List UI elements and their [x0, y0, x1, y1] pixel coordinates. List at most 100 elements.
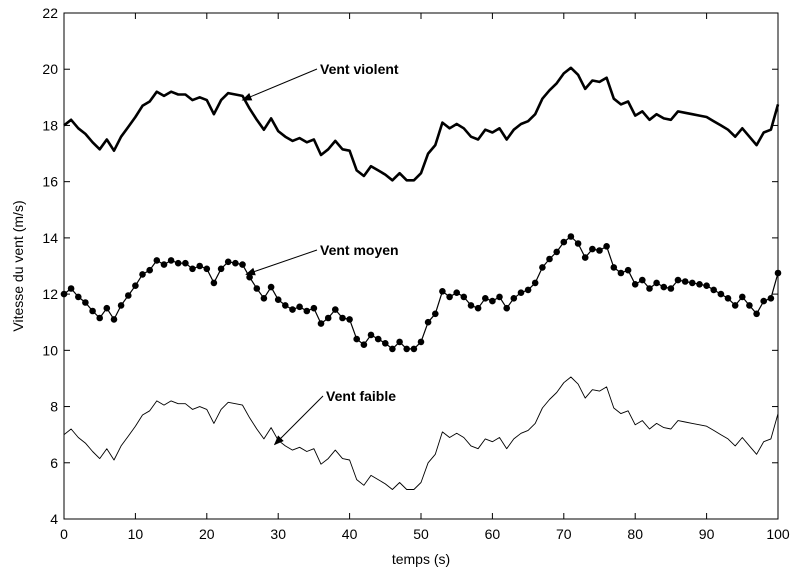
data-point-vent-moyen	[96, 314, 103, 322]
data-point-vent-moyen	[589, 245, 596, 253]
y-tick-label: 22	[42, 5, 58, 21]
data-point-vent-moyen	[482, 295, 489, 302]
y-tick-label: 16	[42, 174, 58, 190]
data-point-vent-moyen	[731, 302, 739, 309]
data-point-vent-moyen	[189, 265, 196, 273]
data-point-vent-moyen	[603, 243, 610, 250]
annotation-vent-faible: Vent faible	[326, 388, 396, 404]
data-point-vent-moyen	[303, 307, 311, 315]
data-point-vent-moyen	[360, 341, 368, 349]
x-tick-label: 0	[60, 526, 68, 542]
data-point-vent-moyen	[353, 335, 361, 343]
data-point-vent-moyen	[125, 292, 132, 299]
data-point-vent-moyen	[82, 299, 89, 306]
data-point-vent-moyen	[382, 340, 389, 347]
data-point-vent-moyen	[396, 338, 403, 346]
data-point-vent-moyen	[139, 271, 146, 278]
data-point-vent-moyen	[324, 314, 332, 322]
axes-layer: 0 10 20 30 40 50 60 70 80 90 100 4 6 8 10 12 14 16 18 20 22	[42, 5, 789, 542]
data-point-vent-moyen	[267, 283, 275, 291]
data-point-vent-moyen	[296, 303, 303, 311]
data-point-vent-moyen	[182, 259, 189, 267]
x-tick-label: 50	[413, 526, 429, 542]
data-point-vent-moyen	[746, 302, 753, 309]
x-tick-label: 80	[627, 526, 643, 542]
x-tick-label: 90	[699, 526, 715, 542]
data-point-vent-moyen	[389, 345, 396, 353]
data-point-vent-moyen	[282, 302, 289, 309]
data-point-vent-moyen	[667, 285, 675, 292]
data-point-vent-moyen	[446, 293, 453, 301]
data-point-vent-moyen	[239, 261, 246, 268]
annotation-vent-violent: Vent violent	[320, 61, 399, 77]
data-point-vent-moyen	[503, 304, 511, 312]
x-tick-label: 40	[342, 526, 358, 542]
data-point-vent-moyen	[167, 257, 175, 264]
data-point-vent-moyen	[110, 316, 118, 323]
data-point-vent-moyen	[596, 247, 603, 254]
data-point-vent-moyen	[617, 269, 625, 277]
data-point-vent-moyen	[424, 318, 432, 326]
data-point-vent-moyen	[160, 261, 168, 268]
x-tick-label: 100	[766, 526, 790, 542]
data-point-vent-moyen	[553, 248, 560, 256]
data-point-vent-moyen	[432, 310, 439, 318]
annotation-arrow-vent-violent	[241, 68, 318, 101]
data-point-vent-moyen	[496, 293, 503, 301]
x-tick-label: 30	[270, 526, 286, 542]
data-point-vent-moyen	[89, 307, 96, 315]
data-point-vent-moyen	[339, 314, 346, 322]
data-point-vent-moyen	[174, 259, 182, 267]
y-tick-label: 18	[42, 117, 58, 133]
data-point-vent-moyen	[367, 331, 375, 339]
data-point-vent-moyen	[689, 279, 696, 287]
annotation-arrow-vent-moyen	[245, 249, 318, 276]
data-point-vent-moyen	[117, 302, 125, 309]
data-point-vent-moyen	[153, 257, 161, 264]
y-tick-label: 10	[42, 342, 58, 358]
data-point-vent-moyen	[203, 265, 211, 273]
data-point-vent-moyen	[581, 254, 589, 261]
data-point-vent-moyen	[724, 295, 732, 302]
data-point-vent-moyen	[753, 310, 760, 318]
data-point-vent-moyen	[624, 266, 632, 274]
y-tick-label: 12	[42, 286, 58, 302]
data-point-vent-moyen	[517, 289, 525, 297]
data-point-vent-moyen	[631, 281, 639, 288]
series-layer	[60, 66, 782, 490]
data-point-vent-moyen	[317, 320, 325, 327]
data-point-vent-moyen	[460, 293, 468, 301]
data-point-vent-moyen	[467, 302, 475, 309]
data-point-vent-moyen	[510, 295, 518, 302]
data-point-vent-moyen	[289, 306, 296, 313]
y-tick-label: 14	[42, 230, 58, 246]
data-point-vent-moyen	[681, 278, 689, 285]
annotation-layer: Vent violent Vent moyen Vent faible	[241, 61, 399, 446]
data-point-vent-moyen	[146, 266, 153, 274]
data-point-vent-moyen	[760, 297, 767, 305]
data-point-vent-moyen	[224, 258, 232, 266]
data-point-vent-moyen	[103, 304, 111, 312]
data-point-vent-moyen	[739, 293, 746, 301]
data-point-vent-moyen	[232, 259, 239, 267]
x-axis-label: temps (s)	[392, 551, 450, 567]
data-point-vent-moyen	[717, 290, 725, 298]
data-point-vent-moyen	[567, 233, 575, 240]
data-point-vent-moyen	[674, 276, 682, 284]
data-point-vent-moyen	[246, 273, 253, 281]
data-point-vent-moyen	[531, 279, 539, 287]
data-point-vent-moyen	[539, 264, 546, 271]
data-point-vent-moyen	[453, 289, 461, 297]
data-point-vent-moyen	[417, 338, 425, 346]
data-point-vent-moyen	[653, 279, 660, 287]
data-point-vent-moyen	[639, 276, 646, 284]
data-point-vent-moyen	[474, 304, 482, 312]
data-point-vent-moyen	[703, 282, 710, 290]
data-point-vent-moyen	[75, 293, 82, 301]
data-point-vent-moyen	[710, 286, 717, 294]
data-point-vent-moyen	[310, 304, 318, 312]
data-point-vent-moyen	[403, 345, 411, 353]
data-point-vent-moyen	[274, 296, 282, 304]
data-point-vent-moyen	[696, 281, 703, 288]
